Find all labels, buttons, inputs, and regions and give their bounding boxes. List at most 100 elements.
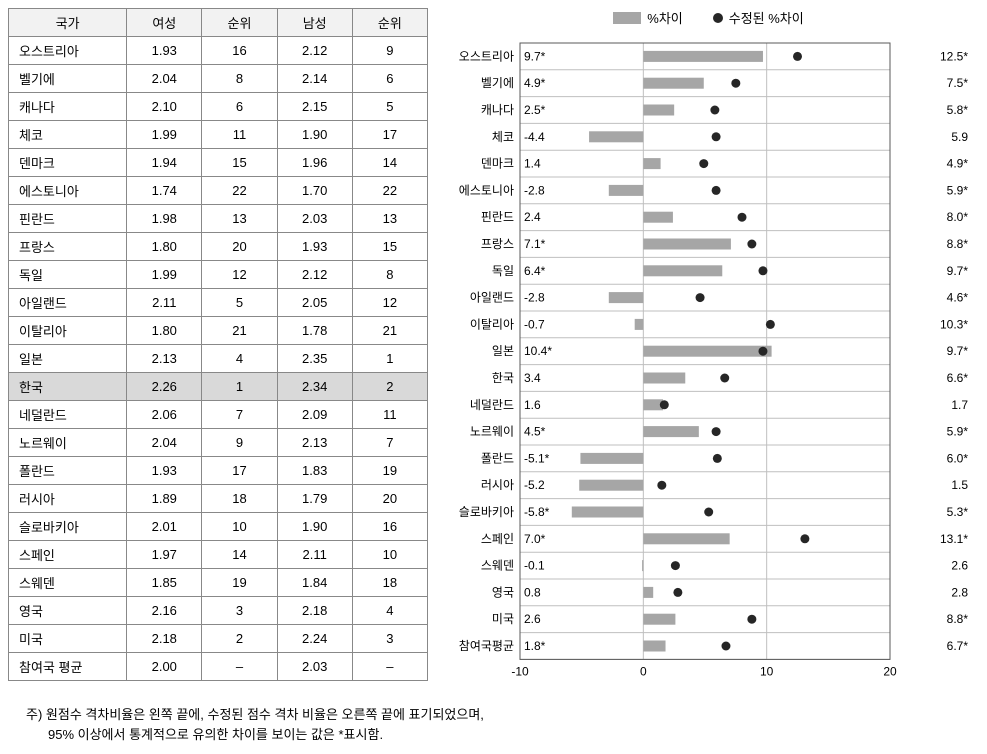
table-cell: 6	[352, 65, 427, 93]
table-cell: 1.93	[127, 37, 202, 65]
table-cell: 2.16	[127, 597, 202, 625]
chart-bar	[643, 265, 722, 276]
chart-country-label: 영국	[492, 585, 514, 599]
table-cell: 영국	[9, 597, 127, 625]
footnote: 주) 원점수 격차비율은 왼쪽 끝에, 수정된 점수 격차 비율은 오른쪽 끝에…	[8, 705, 979, 744]
table-row: 핀란드1.98132.0313	[9, 205, 428, 233]
table-cell: 캐나다	[9, 93, 127, 121]
table-header-row: 국가여성순위남성순위	[9, 9, 428, 37]
chart-adj-label: 8.8*	[947, 612, 969, 626]
table-cell: 8	[352, 261, 427, 289]
chart-raw-label: 10.4*	[524, 344, 552, 358]
table-cell: 1.70	[277, 177, 352, 205]
table-cell: 1.98	[127, 205, 202, 233]
chart-bar	[643, 51, 763, 62]
data-table: 국가여성순위남성순위 오스트리아1.93162.129벨기에2.0482.146…	[8, 8, 428, 681]
chart-bar	[609, 292, 644, 303]
table-cell: 2.12	[277, 261, 352, 289]
table-cell: 14	[352, 149, 427, 177]
chart-bar	[643, 212, 673, 223]
table-cell: 1.85	[127, 569, 202, 597]
table-cell: 3	[352, 625, 427, 653]
table-cell: 1.84	[277, 569, 352, 597]
chart-adj-label: 1.5	[951, 478, 968, 492]
chart-raw-label: -0.7	[524, 317, 545, 331]
chart-dot	[673, 588, 682, 597]
chart-adj-label: 7.5*	[947, 76, 969, 90]
legend-dot-swatch	[713, 13, 723, 23]
chart-bar	[643, 105, 674, 116]
chart-bar	[643, 614, 675, 625]
chart-country-label: 에스토니아	[459, 183, 514, 197]
table-cell: 2.18	[277, 597, 352, 625]
chart-bar	[643, 587, 653, 598]
chart-raw-label: 9.7*	[524, 49, 546, 63]
chart-country-label: 미국	[492, 612, 514, 626]
table-row: 미국2.1822.243	[9, 625, 428, 653]
chart-country-label: 핀란드	[481, 210, 514, 224]
chart-bar	[643, 78, 703, 89]
chart-raw-label: 7.1*	[524, 237, 546, 251]
chart-country-label: 네덜란드	[470, 398, 514, 412]
chart-dot	[704, 508, 713, 517]
table-cell: 2.03	[277, 653, 352, 681]
table-cell: 2.11	[127, 289, 202, 317]
chart-dot	[712, 186, 721, 195]
table-cell: 20	[202, 233, 277, 261]
table-cell: –	[352, 653, 427, 681]
table-cell: 폴란드	[9, 457, 127, 485]
chart-bg	[438, 33, 978, 693]
x-tick-label: 0	[640, 664, 647, 678]
chart-country-label: 캐나다	[481, 103, 514, 117]
main-container: 국가여성순위남성순위 오스트리아1.93162.129벨기에2.0482.146…	[8, 8, 979, 693]
chart-dot	[710, 106, 719, 115]
chart-adj-label: 2.6	[951, 559, 968, 573]
chart-raw-label: 4.5*	[524, 425, 546, 439]
table-cell: 12	[352, 289, 427, 317]
chart-adj-label: 6.6*	[947, 371, 969, 385]
table-row: 독일1.99122.128	[9, 261, 428, 289]
chart-dot	[699, 159, 708, 168]
table-cell: 프랑스	[9, 233, 127, 261]
table-cell: 7	[352, 429, 427, 457]
table-cell: 6	[202, 93, 277, 121]
table-header-cell: 여성	[127, 9, 202, 37]
table-row: 스페인1.97142.1110	[9, 541, 428, 569]
chart-raw-label: -0.1	[524, 559, 545, 573]
table-cell: 11	[202, 121, 277, 149]
chart-raw-label: -4.4	[524, 130, 545, 144]
chart-dot	[731, 79, 740, 88]
table-row: 캐나다2.1062.155	[9, 93, 428, 121]
table-cell: 1.83	[277, 457, 352, 485]
table-header-cell: 순위	[352, 9, 427, 37]
table-cell: 19	[352, 457, 427, 485]
table-cell: 10	[202, 513, 277, 541]
chart-country-label: 슬로바키아	[459, 505, 514, 519]
chart-dot	[657, 481, 666, 490]
table-body: 오스트리아1.93162.129벨기에2.0482.146캐나다2.1062.1…	[9, 37, 428, 681]
table-row: 벨기에2.0482.146	[9, 65, 428, 93]
chart-dot	[758, 347, 767, 356]
legend-item-dot: 수정된 %차이	[713, 8, 804, 27]
x-tick-label: -10	[511, 664, 529, 678]
legend-bar-label: %차이	[647, 8, 682, 27]
chart-raw-label: 1.6	[524, 398, 541, 412]
table-cell: 2.26	[127, 373, 202, 401]
table-cell: 2.06	[127, 401, 202, 429]
table-row: 프랑스1.80201.9315	[9, 233, 428, 261]
chart-country-label: 프랑스	[481, 237, 514, 251]
chart-wrap: %차이 수정된 %차이 -1001020오스트리아9.7*12.5*벨기에4.9…	[438, 8, 979, 693]
table-cell: 2.15	[277, 93, 352, 121]
chart-country-label: 이탈리아	[470, 317, 514, 331]
table-row: 일본2.1342.351	[9, 345, 428, 373]
chart-bar	[579, 480, 643, 491]
chart-dot	[720, 374, 729, 383]
table-cell: 21	[352, 317, 427, 345]
table-row: 노르웨이2.0492.137	[9, 429, 428, 457]
chart-adj-label: 1.7	[951, 398, 968, 412]
table-cell: 2.34	[277, 373, 352, 401]
table-cell: –	[202, 653, 277, 681]
table-cell: 13	[352, 205, 427, 233]
table-cell: 1.99	[127, 261, 202, 289]
table-cell: 에스토니아	[9, 177, 127, 205]
